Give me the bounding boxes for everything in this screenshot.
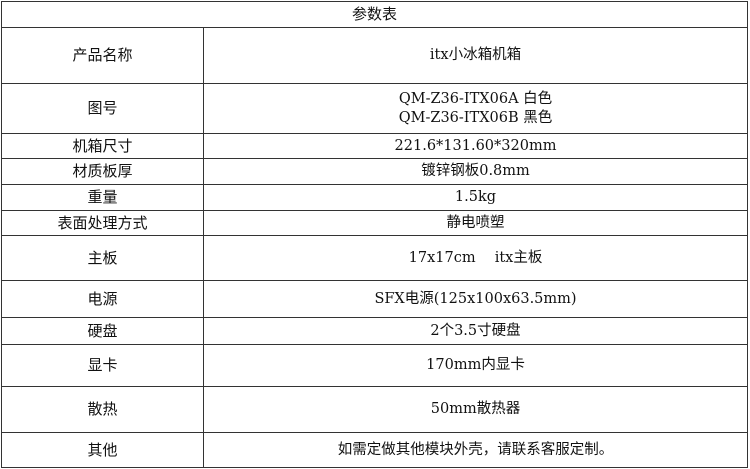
row-key: 电源 bbox=[1, 280, 204, 318]
row-value: 221.6*131.60*320mm bbox=[203, 133, 748, 159]
model-white: QM-Z36-ITX06A 白色 bbox=[398, 90, 553, 107]
table-row: 图号 QM-Z36-ITX06A 白色 QM-Z36-ITX06B 黑色 bbox=[1, 83, 748, 134]
row-key: 显卡 bbox=[1, 344, 204, 387]
table-row: 主板 17x17cm itx主板 bbox=[1, 235, 748, 281]
row-key: 产品名称 bbox=[1, 27, 204, 84]
row-value: 静电喷塑 bbox=[203, 210, 748, 236]
row-key: 硬盘 bbox=[1, 317, 204, 345]
row-key: 散热 bbox=[1, 386, 204, 433]
row-value: QM-Z36-ITX06A 白色 QM-Z36-ITX06B 黑色 bbox=[203, 83, 748, 134]
row-key: 主板 bbox=[1, 235, 204, 281]
table-row: 显卡 170mm内显卡 bbox=[1, 344, 748, 387]
table-row: 电源 SFX电源(125x100x63.5mm) bbox=[1, 280, 748, 318]
table-row: 硬盘 2个3.5寸硬盘 bbox=[1, 317, 748, 345]
row-value: 170mm内显卡 bbox=[203, 344, 748, 387]
table-row: 材质板厚 镀锌钢板0.8mm bbox=[1, 158, 748, 185]
row-value: 17x17cm itx主板 bbox=[203, 235, 748, 281]
row-key: 材质板厚 bbox=[1, 158, 204, 185]
row-value: 2个3.5寸硬盘 bbox=[203, 317, 748, 345]
row-value: 镀锌钢板0.8mm bbox=[203, 158, 748, 185]
model-black: QM-Z36-ITX06B 黑色 bbox=[398, 109, 553, 126]
row-key: 其他 bbox=[1, 432, 204, 468]
row-value: 1.5kg bbox=[203, 184, 748, 211]
row-key: 机箱尺寸 bbox=[1, 133, 204, 159]
table-title: 参数表 bbox=[1, 1, 748, 28]
row-value: itx小冰箱机箱 bbox=[203, 27, 748, 84]
table-row: 表面处理方式 静电喷塑 bbox=[1, 210, 748, 236]
table-row: 散热 50mm散热器 bbox=[1, 386, 748, 433]
row-value: 50mm散热器 bbox=[203, 386, 748, 433]
table-row: 机箱尺寸 221.6*131.60*320mm bbox=[1, 133, 748, 159]
table-row: 重量 1.5kg bbox=[1, 184, 748, 211]
row-value: 如需定做其他模块外壳，请联系客服定制。 bbox=[203, 432, 748, 468]
row-key: 表面处理方式 bbox=[1, 210, 204, 236]
row-key: 图号 bbox=[1, 83, 204, 134]
row-value: SFX电源(125x100x63.5mm) bbox=[203, 280, 748, 318]
row-key: 重量 bbox=[1, 184, 204, 211]
table-row: 产品名称 itx小冰箱机箱 bbox=[1, 27, 748, 84]
table-row: 其他 如需定做其他模块外壳，请联系客服定制。 bbox=[1, 432, 748, 468]
